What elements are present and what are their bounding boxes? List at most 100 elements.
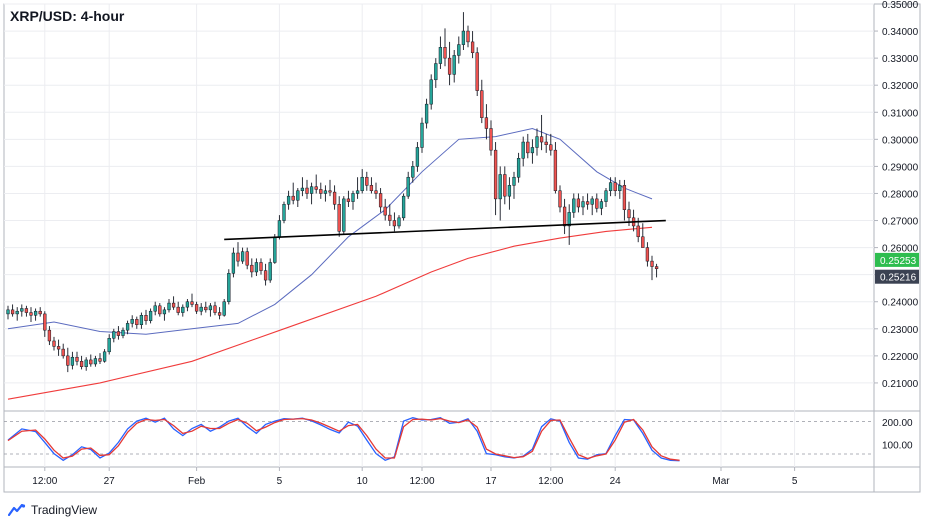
candle-body [171, 302, 176, 308]
candle-body [401, 195, 406, 219]
candle-body [507, 185, 512, 197]
candle-body [461, 30, 466, 45]
candle-up [222, 299, 226, 317]
candle-body [135, 319, 139, 325]
candle-up [401, 193, 406, 221]
candle-body [33, 310, 38, 316]
candle-body [282, 204, 286, 221]
candle-body [378, 193, 383, 208]
candle-up [438, 36, 443, 69]
candle-down [217, 307, 222, 320]
candle-body [332, 191, 337, 205]
candle-body [604, 190, 608, 202]
candle-down [585, 193, 590, 210]
candle-up [296, 188, 300, 207]
candle-up [6, 305, 10, 320]
candle-body [52, 340, 56, 347]
candle-up [268, 258, 272, 283]
x-tick-label: 12:00 [409, 476, 434, 487]
candle-body [539, 136, 544, 143]
y-tick-label: 0.22000 [882, 352, 919, 363]
candle-body [10, 309, 15, 315]
price-badge: 0.25253 [875, 252, 919, 267]
candle-down [388, 204, 392, 226]
candle-up [452, 50, 456, 83]
candle-up [273, 234, 277, 264]
candle-down [503, 166, 507, 205]
candle-body [351, 193, 355, 202]
candle-body [489, 128, 493, 151]
candle-body [360, 176, 364, 192]
candle-body [567, 212, 571, 227]
candle-body [181, 306, 185, 313]
candle-up [93, 355, 98, 367]
candle-up [535, 128, 539, 156]
candle-up [102, 349, 107, 363]
candle-down [493, 142, 498, 216]
candle-body [139, 315, 144, 325]
x-tick-label: 12:00 [32, 476, 57, 487]
price-badge-label: 0.25216 [880, 273, 917, 284]
candle-body [452, 55, 456, 75]
candle-down [553, 142, 558, 194]
candle-body [43, 313, 47, 331]
candle-up [530, 139, 535, 164]
candle-body [558, 190, 562, 208]
y-tick-label: 0.23000 [882, 325, 919, 336]
candle-body [415, 147, 420, 167]
candle-down [98, 353, 102, 364]
candle-down [236, 242, 240, 267]
candle-body [208, 305, 213, 311]
candle-down [489, 120, 493, 156]
candle-down [378, 188, 383, 213]
candle-body [530, 147, 535, 154]
candle-body [595, 198, 599, 209]
candle-down [475, 47, 479, 97]
candle-body [618, 185, 622, 192]
candle-body [608, 182, 613, 192]
candle-up [282, 201, 286, 224]
candle-body [70, 356, 75, 366]
candle-up [521, 136, 525, 167]
candle-down [392, 212, 397, 232]
candle-body [420, 122, 424, 148]
candle-body [392, 220, 397, 227]
candle-body [112, 331, 116, 339]
candle-body [231, 252, 236, 274]
candle-body [24, 308, 29, 313]
candle-body [121, 329, 125, 336]
candle-body [383, 206, 387, 216]
candle-down [562, 198, 567, 235]
candle-body [466, 30, 470, 43]
price-badge-label: 0.25253 [880, 256, 917, 267]
candle-up [33, 308, 38, 321]
candle-up [70, 351, 75, 370]
candle-down [374, 182, 378, 199]
candle-down [213, 301, 217, 316]
candle-body [20, 308, 24, 312]
candle-down [116, 326, 121, 340]
candle-body [162, 309, 167, 315]
candle-body [66, 355, 70, 366]
candle-body [314, 186, 318, 190]
candle-body [411, 166, 415, 178]
candle-up [185, 299, 190, 312]
candle-up [167, 299, 171, 313]
candle-down [346, 190, 351, 207]
candle-body [107, 338, 111, 353]
candle-up [498, 166, 502, 221]
candle-body [493, 149, 498, 200]
candle-body [346, 198, 351, 202]
candle-down [204, 301, 208, 313]
candle-up [15, 307, 19, 321]
candle-body [535, 136, 539, 148]
candle-body [102, 351, 107, 362]
candle-down [595, 193, 599, 213]
candle-body [585, 201, 590, 205]
candle-body [291, 195, 295, 201]
candle-up [604, 188, 608, 207]
tradingview-logo[interactable]: TradingView [8, 502, 97, 518]
candle-body [190, 301, 194, 305]
